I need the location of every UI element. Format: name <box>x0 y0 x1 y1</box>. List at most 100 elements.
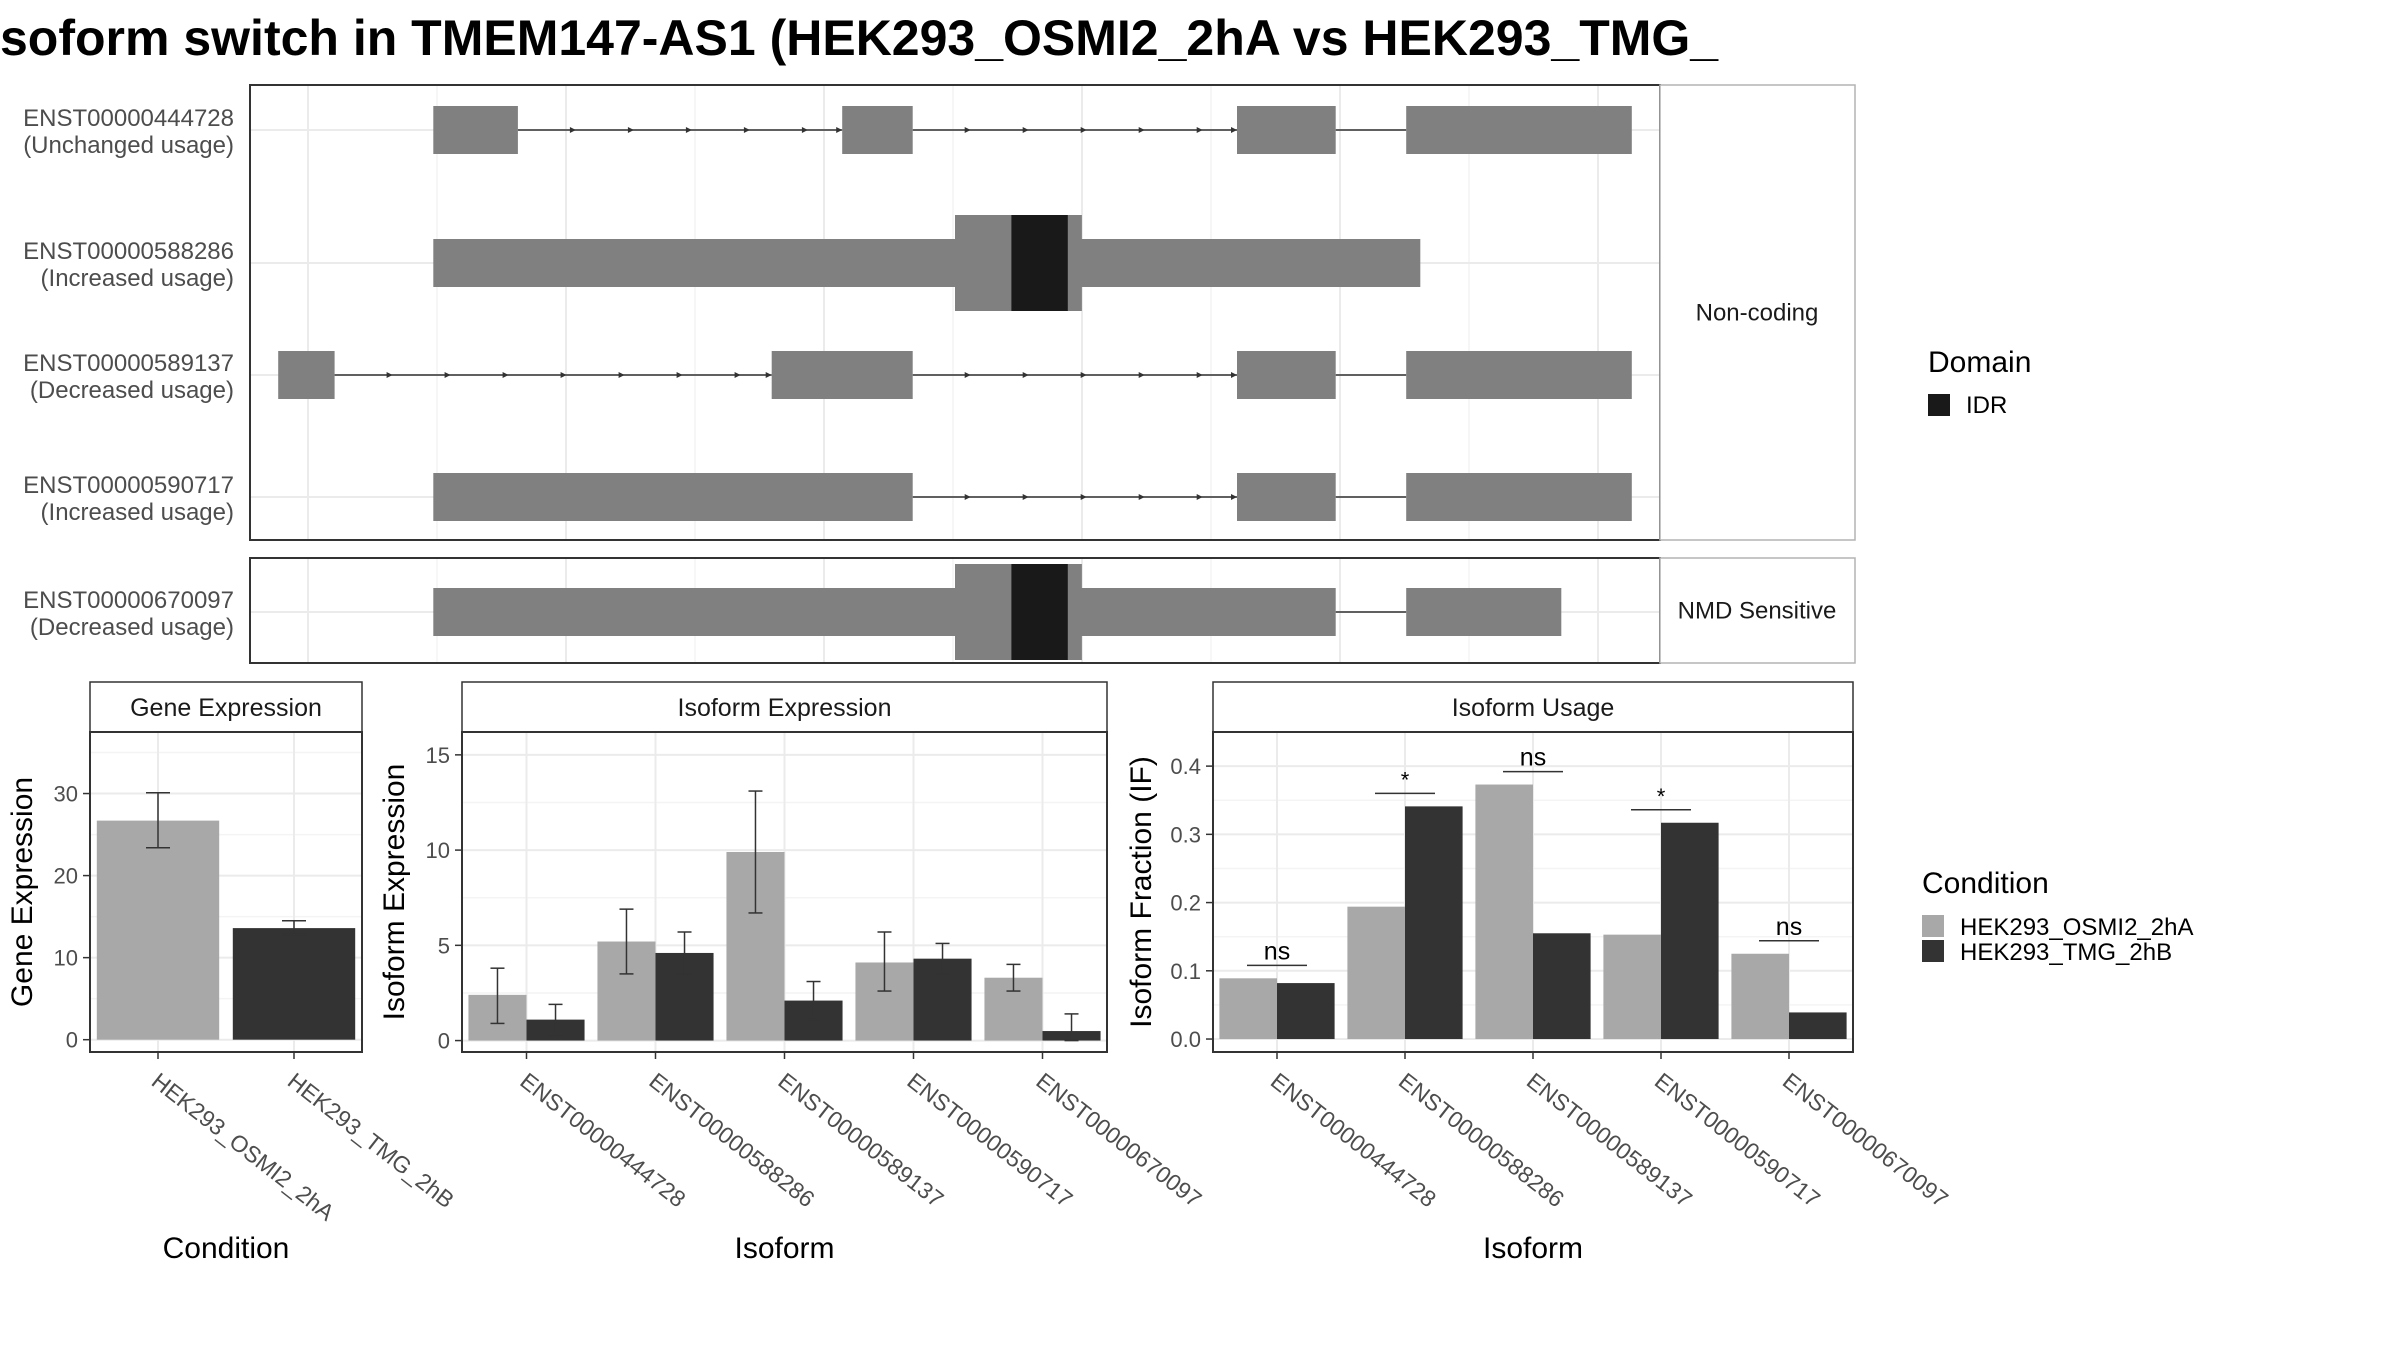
panel-strip <box>1212 681 1854 733</box>
intron-arrow-icon <box>1022 127 1029 133</box>
bar-ENST00000444728-HEK293_TMG_2hB <box>1277 983 1335 1040</box>
exon-block <box>1406 588 1562 636</box>
intron-arrow-icon <box>502 372 509 378</box>
exon-block <box>1237 351 1336 399</box>
y-axis-title: Isoform Fraction (IF) <box>1125 756 1158 1028</box>
transcript-ENST00000590717: ENST00000590717(Increased usage) <box>23 472 1632 526</box>
bar-ENST00000590717-HEK293_OSMI2_2hA <box>1603 934 1661 1040</box>
bar-ENST00000589137-HEK293_OSMI2_2hA <box>1475 784 1533 1040</box>
intron-arrow-icon <box>627 127 634 133</box>
exon-block <box>842 106 913 154</box>
intron-arrow-icon <box>1080 127 1087 133</box>
intron-arrow-icon <box>685 127 692 133</box>
intron-arrow-icon <box>836 127 843 133</box>
bar-ENST00000590717-HEK293_TMG_2hB <box>1661 822 1719 1040</box>
y-tick-label: 0 <box>438 1029 450 1054</box>
transcript-usage-label: (Increased usage) <box>41 499 234 526</box>
significance-label: ns <box>1776 913 1802 941</box>
bar-chart-panels: Gene Expression0102030HEK293_OSMI2_2hAHE… <box>6 681 1953 1265</box>
x-axis-title: Isoform <box>734 1232 834 1265</box>
intron-arrow-icon <box>1231 372 1237 378</box>
exon-block <box>1406 473 1632 521</box>
bar-ENST00000588286-HEK293_OSMI2_2hA <box>1347 906 1405 1040</box>
intron-arrow-icon <box>1022 494 1029 500</box>
panel-strip <box>461 681 1108 733</box>
y-tick-label: 10 <box>426 838 450 863</box>
x-axis-title: Isoform <box>1483 1232 1583 1265</box>
panel-isoform-expression: Isoform Expression051015ENST00000444728E… <box>378 681 1207 1265</box>
intron-arrow-icon <box>1080 494 1087 500</box>
transcript-usage-label: (Decreased usage) <box>30 377 234 404</box>
y-tick-label: 30 <box>54 782 78 807</box>
y-tick-label: 20 <box>54 864 78 889</box>
y-tick-label: 15 <box>426 743 450 768</box>
significance-label: ns <box>1264 937 1290 965</box>
y-tick-label: 5 <box>438 933 450 958</box>
panel-title: Isoform Usage <box>1452 694 1615 722</box>
significance-label: * <box>1401 767 1410 792</box>
transcript-ENST00000588286: ENST00000588286(Increased usage) <box>23 215 1421 311</box>
bar-ENST00000670097-HEK293_TMG_2hB <box>1789 1012 1847 1040</box>
y-tick-label: 0.3 <box>1170 822 1201 847</box>
y-axis-title: Isoform Expression <box>378 764 411 1021</box>
figure-title: soform switch in TMEM147-AS1 (HEK293_OSM… <box>0 10 1719 66</box>
y-tick-label: 0.2 <box>1170 891 1201 916</box>
transcript-ENST00000589137: ENST00000589137(Decreased usage) <box>23 350 1632 404</box>
domain-legend: Domain IDR <box>1928 346 2031 419</box>
exon-block <box>433 239 1421 287</box>
intron-arrow-icon <box>801 127 808 133</box>
transcript-usage-label: (Decreased usage) <box>30 614 234 641</box>
panel-title: Isoform Expression <box>678 694 892 722</box>
panel-strip <box>89 681 363 733</box>
y-tick-label: 0 <box>66 1028 78 1053</box>
condition-legend-key <box>1922 915 1944 937</box>
intron-arrow-icon <box>1022 372 1029 378</box>
panel-title: Gene Expression <box>130 694 322 722</box>
facet-strip-label: Non-coding <box>1696 300 1819 327</box>
transcript-ENST00000670097: ENST00000670097(Decreased usage) <box>23 564 1562 660</box>
intron-arrow-icon <box>964 127 971 133</box>
intron-arrow-icon <box>1231 494 1237 500</box>
bar-HEK293_TMG_2hB <box>232 928 356 1040</box>
transcript-id-label: ENST00000670097 <box>23 587 234 614</box>
exon-block <box>771 351 913 399</box>
bar-ENST00000588286-HEK293_TMG_2hB <box>1405 806 1463 1040</box>
intron-arrow-icon <box>569 127 576 133</box>
intron-arrow-icon <box>1138 494 1145 500</box>
idr-domain-block <box>1011 564 1068 660</box>
significance-label: * <box>1657 784 1666 809</box>
transcript-id-label: ENST00000589137 <box>23 350 234 377</box>
bar-ENST00000589137-HEK293_TMG_2hB <box>1533 933 1591 1040</box>
intron-arrow-icon <box>618 372 625 378</box>
intron-arrow-icon <box>765 372 772 378</box>
intron-arrow-icon <box>1196 127 1203 133</box>
transcript-id-label: ENST00000444728 <box>23 105 234 132</box>
intron-arrow-icon <box>734 372 741 378</box>
exon-block <box>433 106 518 154</box>
exon-block <box>1406 106 1632 154</box>
exon-block <box>1406 351 1632 399</box>
intron-arrow-icon <box>386 372 393 378</box>
intron-arrow-icon <box>1080 372 1087 378</box>
intron-arrow-icon <box>964 494 971 500</box>
y-tick-label: 0.1 <box>1170 959 1201 984</box>
transcript-ENST00000444728: ENST00000444728(Unchanged usage) <box>23 105 1632 159</box>
intron-arrow-icon <box>1138 372 1145 378</box>
intron-arrow-icon <box>964 372 971 378</box>
panel-isoform-usage: Isoform Usagens*ns*ns0.00.10.20.30.4ENST… <box>1125 681 1953 1265</box>
intron-arrow-icon <box>560 372 567 378</box>
transcript-usage-label: (Unchanged usage) <box>23 132 234 159</box>
condition-legend-title: Condition <box>1922 867 2049 900</box>
significance-label: ns <box>1520 744 1546 772</box>
intron-arrow-icon <box>1196 372 1203 378</box>
y-tick-label: 0.4 <box>1170 754 1201 779</box>
exon-block <box>278 351 335 399</box>
condition-legend-key <box>1922 940 1944 962</box>
y-tick-label: 0.0 <box>1170 1027 1201 1052</box>
exon-block <box>1237 106 1336 154</box>
condition-legend-label: HEK293_TMG_2hB <box>1960 939 2172 966</box>
exon-block <box>433 588 1336 636</box>
intron-arrow-icon <box>743 127 750 133</box>
